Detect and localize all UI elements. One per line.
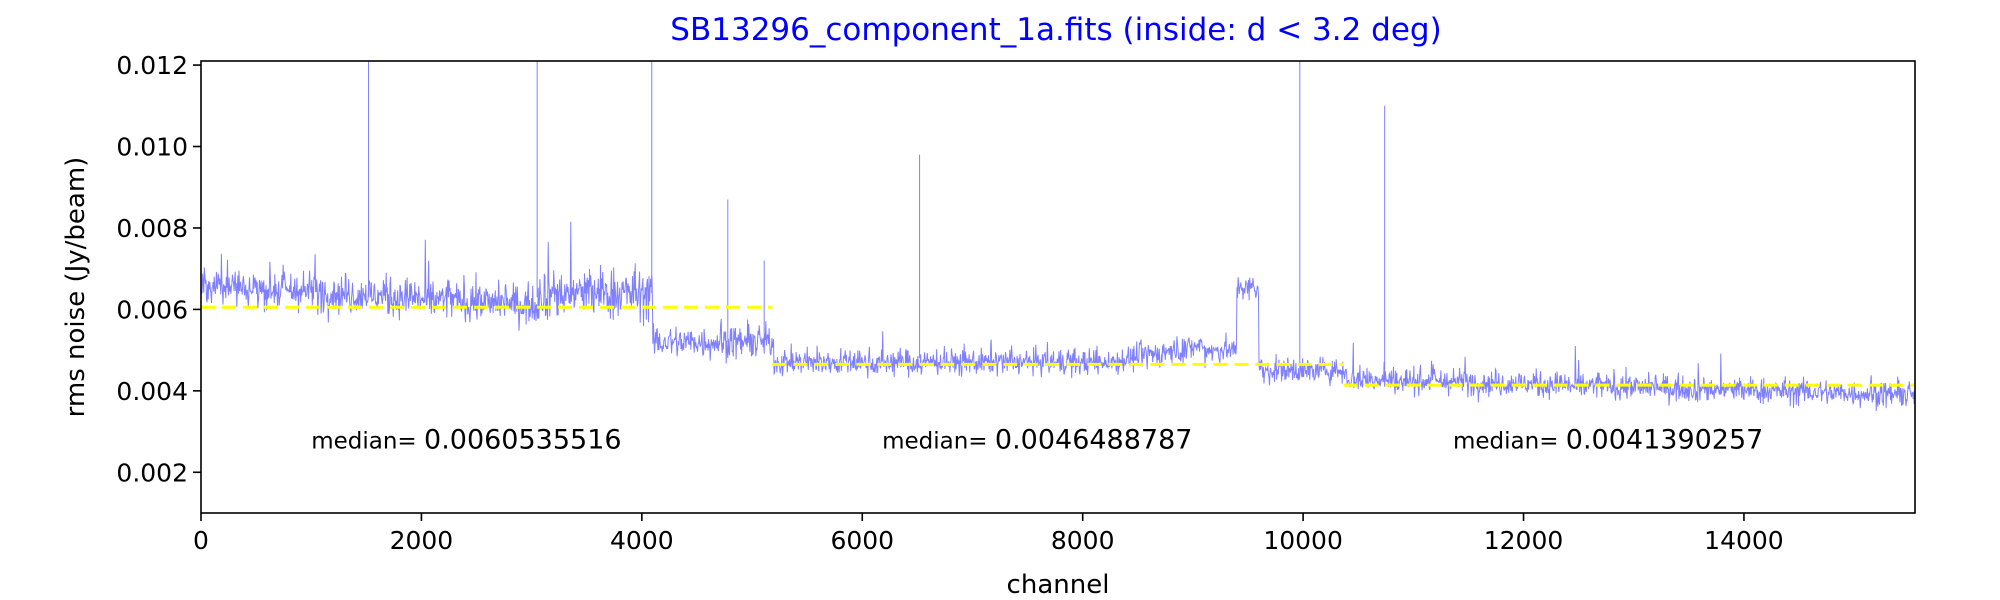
median-label-value: 0.0041390257 bbox=[1566, 425, 1764, 456]
x-tick-label: 6000 bbox=[830, 526, 894, 555]
noise-line bbox=[200, 221, 1916, 412]
x-tick-label: 4000 bbox=[610, 526, 674, 555]
y-axis-label: rms noise (Jy/beam) bbox=[61, 157, 91, 418]
x-axis-label: channel bbox=[1007, 570, 1110, 600]
median-label-value: 0.0060535516 bbox=[424, 425, 622, 456]
median-labels: median= 0.0060535516 median= 0.0046488787… bbox=[311, 425, 1763, 456]
x-axis: 0 2000 4000 6000 8000 10000 12000 14000 bbox=[193, 513, 1784, 555]
x-tick-label: 8000 bbox=[1051, 526, 1115, 555]
median-label-prefix: median= bbox=[1453, 429, 1566, 455]
y-tick-label: 0.012 bbox=[116, 51, 188, 80]
y-tick-label: 0.006 bbox=[116, 295, 188, 324]
noise-series bbox=[200, 61, 1916, 412]
y-tick-label: 0.004 bbox=[116, 377, 188, 406]
median-label-prefix: median= bbox=[311, 429, 424, 455]
y-axis: 0.002 0.004 0.006 0.008 0.010 0.012 bbox=[116, 51, 201, 487]
chart-title: SB13296_component_1a.fits (inside: d < 3… bbox=[670, 12, 1441, 48]
x-tick-label: 0 bbox=[193, 526, 209, 555]
x-tick-label: 2000 bbox=[390, 526, 454, 555]
y-tick-label: 0.002 bbox=[116, 458, 188, 487]
median-lines bbox=[201, 305, 1915, 387]
plot-frame bbox=[200, 60, 1916, 514]
plot-area: median= 0.0060535516 median= 0.0046488787… bbox=[200, 61, 1916, 456]
x-tick-label: 14000 bbox=[1704, 526, 1784, 555]
median-label-prefix: median= bbox=[882, 429, 995, 455]
median-label-value: 0.0046488787 bbox=[995, 425, 1193, 456]
x-tick-label: 10000 bbox=[1263, 526, 1343, 555]
x-tick-label: 12000 bbox=[1484, 526, 1564, 555]
y-tick-label: 0.010 bbox=[116, 133, 188, 162]
median-label: median= 0.0046488787 bbox=[882, 425, 1192, 456]
median-label: median= 0.0060535516 bbox=[311, 425, 621, 456]
median-label: median= 0.0041390257 bbox=[1453, 425, 1763, 456]
y-tick-label: 0.008 bbox=[116, 214, 188, 243]
